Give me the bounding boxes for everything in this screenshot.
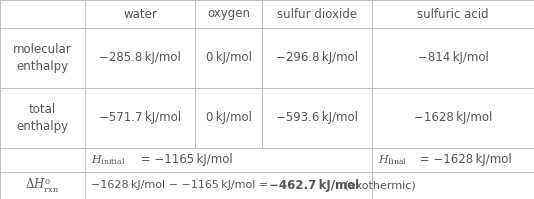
Text: $\Delta H^0_{\mathrm{rxn}}$: $\Delta H^0_{\mathrm{rxn}}$ [25,176,60,195]
Text: −296.8 kJ/mol: −296.8 kJ/mol [276,52,358,64]
Text: 0 kJ/mol: 0 kJ/mol [206,52,252,64]
Text: −571.7 kJ/mol: −571.7 kJ/mol [99,111,181,125]
Text: sulfur dioxide: sulfur dioxide [277,8,357,20]
Text: 0 kJ/mol: 0 kJ/mol [206,111,252,125]
Text: = −1165 kJ/mol: = −1165 kJ/mol [137,153,233,167]
Text: = −1628 kJ/mol: = −1628 kJ/mol [416,153,512,167]
Text: −1628 kJ/mol − −1165 kJ/mol =: −1628 kJ/mol − −1165 kJ/mol = [91,180,272,190]
Text: −285.8 kJ/mol: −285.8 kJ/mol [99,52,181,64]
Text: −593.6 kJ/mol: −593.6 kJ/mol [276,111,358,125]
Text: −814 kJ/mol: −814 kJ/mol [418,52,489,64]
Text: −1628 kJ/mol: −1628 kJ/mol [414,111,492,125]
Text: $H_{\mathrm{initial}}$: $H_{\mathrm{initial}}$ [91,153,125,167]
Text: water: water [123,8,157,20]
Text: (exothermic): (exothermic) [341,180,416,190]
Text: oxygen: oxygen [207,8,250,20]
Text: total
enthalpy: total enthalpy [17,103,68,133]
Text: −462.7 kJ/mol: −462.7 kJ/mol [269,179,359,192]
Text: $H_{\mathrm{final}}$: $H_{\mathrm{final}}$ [378,153,407,167]
Text: sulfuric acid: sulfuric acid [417,8,489,20]
Text: molecular
enthalpy: molecular enthalpy [13,43,72,73]
